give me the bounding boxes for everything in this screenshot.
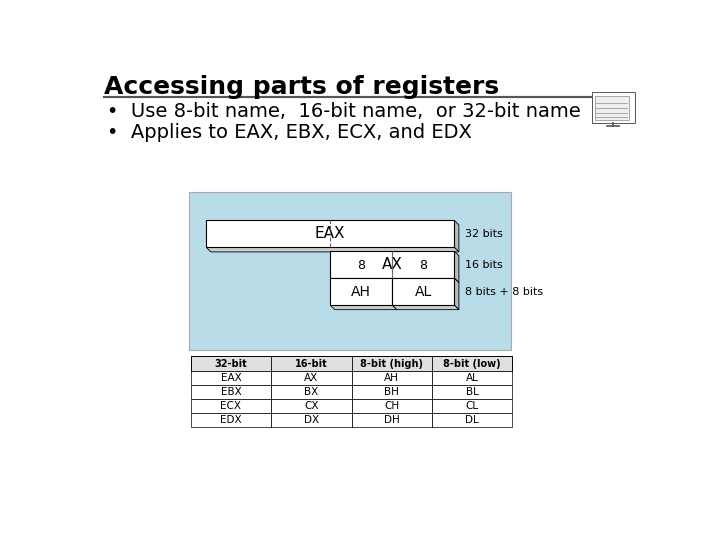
Polygon shape	[454, 278, 459, 309]
Text: DX: DX	[304, 415, 319, 425]
Text: 8: 8	[419, 259, 427, 272]
Text: AH: AH	[351, 285, 372, 299]
Text: CL: CL	[466, 401, 479, 411]
Text: 32 bits: 32 bits	[465, 229, 503, 239]
Text: •  Use 8-bit name,  16-bit name,  or 32-bit name: • Use 8-bit name, 16-bit name, or 32-bit…	[107, 102, 581, 121]
Text: 16-bit: 16-bit	[295, 359, 328, 369]
Text: EAX: EAX	[220, 373, 241, 383]
Polygon shape	[206, 247, 459, 252]
Text: CX: CX	[304, 401, 319, 411]
Text: BL: BL	[466, 387, 479, 397]
Text: 32-bit: 32-bit	[215, 359, 248, 369]
Text: CH: CH	[384, 401, 400, 411]
Text: DH: DH	[384, 415, 400, 425]
Text: 8 bits + 8 bits: 8 bits + 8 bits	[465, 287, 543, 296]
Text: •  Applies to EAX, EBX, ECX, and EDX: • Applies to EAX, EBX, ECX, and EDX	[107, 123, 472, 141]
Polygon shape	[330, 278, 459, 283]
Polygon shape	[454, 220, 459, 252]
Text: AL: AL	[466, 373, 479, 383]
Text: EAX: EAX	[315, 226, 346, 241]
FancyBboxPatch shape	[330, 251, 454, 278]
Text: Accessing parts of registers: Accessing parts of registers	[104, 75, 499, 99]
Text: AX: AX	[305, 373, 318, 383]
Polygon shape	[392, 305, 459, 309]
FancyBboxPatch shape	[593, 92, 635, 123]
Text: EBX: EBX	[220, 387, 241, 397]
FancyBboxPatch shape	[392, 278, 454, 305]
FancyBboxPatch shape	[191, 413, 513, 427]
Polygon shape	[392, 278, 397, 309]
FancyBboxPatch shape	[189, 192, 510, 350]
FancyBboxPatch shape	[595, 96, 629, 120]
Text: 8: 8	[357, 259, 365, 272]
Text: BH: BH	[384, 387, 399, 397]
Text: AX: AX	[382, 257, 402, 272]
FancyBboxPatch shape	[191, 385, 513, 399]
Polygon shape	[330, 305, 397, 309]
Text: ECX: ECX	[220, 401, 241, 411]
Text: EDX: EDX	[220, 415, 242, 425]
Text: 8-bit (high): 8-bit (high)	[360, 359, 423, 369]
Text: 16 bits: 16 bits	[465, 260, 503, 269]
Text: DL: DL	[465, 415, 479, 425]
FancyBboxPatch shape	[191, 372, 513, 385]
FancyBboxPatch shape	[191, 399, 513, 413]
Text: 8-bit (low): 8-bit (low)	[444, 359, 501, 369]
Text: AH: AH	[384, 373, 399, 383]
Polygon shape	[454, 251, 459, 283]
Text: BX: BX	[305, 387, 318, 397]
Text: AL: AL	[415, 285, 432, 299]
FancyBboxPatch shape	[206, 220, 454, 247]
FancyBboxPatch shape	[191, 356, 513, 372]
FancyBboxPatch shape	[330, 278, 392, 305]
